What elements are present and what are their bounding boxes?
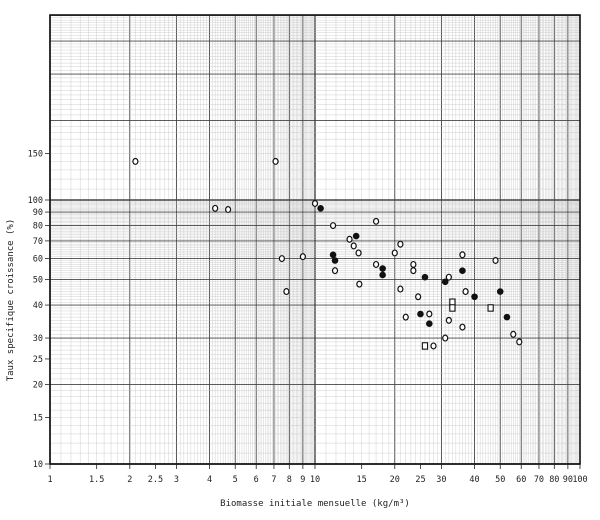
data-point-open bbox=[402, 313, 409, 321]
x-tick-label: 100 bbox=[572, 475, 587, 485]
data-point-open bbox=[445, 316, 452, 324]
data-point-open bbox=[356, 280, 363, 288]
y-tick-label: 25 bbox=[33, 355, 43, 365]
data-point-open bbox=[426, 310, 433, 318]
x-tick-label: 70 bbox=[534, 475, 544, 485]
data-point-filled bbox=[426, 320, 433, 327]
x-tick-label: 50 bbox=[495, 475, 505, 485]
data-point-filled bbox=[417, 310, 424, 318]
data-point-open bbox=[372, 260, 380, 268]
x-tick-label: 6 bbox=[254, 475, 259, 485]
x-tick-label: 2 bbox=[127, 475, 132, 485]
x-tick-label: 10 bbox=[310, 475, 320, 485]
data-point-open bbox=[459, 251, 466, 259]
data-point-open bbox=[410, 267, 417, 275]
data-point-open bbox=[372, 217, 380, 225]
data-point-open bbox=[272, 157, 279, 165]
data-point-filled bbox=[331, 257, 339, 264]
x-tick-label: 5 bbox=[233, 475, 238, 485]
data-point-open bbox=[212, 204, 219, 212]
x-tick-label: 1 bbox=[47, 475, 52, 485]
data-point-open bbox=[410, 260, 417, 268]
data-point-open bbox=[510, 330, 517, 338]
data-point-open bbox=[350, 242, 357, 250]
data-point-square bbox=[487, 304, 494, 312]
data-point-open bbox=[311, 199, 319, 207]
data-point-open bbox=[516, 338, 523, 346]
data-point-open bbox=[225, 206, 232, 214]
y-tick-label: 90 bbox=[33, 208, 43, 218]
x-tick-label: 25 bbox=[415, 475, 425, 485]
x-tick-label: 4 bbox=[207, 475, 212, 485]
y-tick-label: 150 bbox=[28, 150, 43, 160]
data-point-open bbox=[445, 273, 452, 281]
y-tick-label: 100 bbox=[28, 196, 43, 206]
data-point-filled bbox=[441, 278, 449, 286]
data-point-filled bbox=[471, 293, 478, 301]
y-axis-title: Taux specifique croissance (%) bbox=[6, 219, 16, 382]
data-point-filled bbox=[379, 265, 386, 272]
data-point-open bbox=[278, 255, 285, 263]
data-point-open bbox=[391, 249, 398, 257]
data-point-open bbox=[329, 222, 337, 230]
x-tick-label: 30 bbox=[436, 475, 446, 485]
data-point-filled bbox=[379, 271, 386, 279]
log-grid bbox=[49, 15, 581, 465]
x-tick-label: 7 bbox=[271, 475, 276, 485]
axis-ticks: 1 1.5 2 2.5 3 4 5 6 7 8 9 10 15 20 25 30 40 50 60 70 80 90 100… bbox=[28, 150, 588, 485]
x-tick-label: 1.5 bbox=[89, 475, 104, 485]
data-point-filled bbox=[317, 205, 324, 212]
data-points bbox=[132, 157, 523, 350]
x-tick-label: 80 bbox=[549, 475, 559, 485]
data-point-square bbox=[421, 342, 429, 350]
data-point-open bbox=[462, 288, 469, 296]
data-point-open bbox=[397, 285, 404, 293]
data-point-open bbox=[331, 267, 339, 275]
data-point-open bbox=[442, 334, 449, 342]
data-point-open bbox=[283, 288, 290, 296]
y-tick-label: 20 bbox=[33, 381, 43, 391]
data-point-open bbox=[430, 342, 437, 350]
data-point-filled bbox=[421, 273, 429, 281]
data-point-open bbox=[355, 249, 362, 257]
data-point-filled bbox=[329, 251, 337, 259]
x-tick-label: 2.5 bbox=[148, 475, 163, 485]
x-tick-label: 20 bbox=[390, 475, 400, 485]
y-tick-label: 60 bbox=[33, 255, 43, 265]
x-tick-label: 9 bbox=[300, 475, 305, 485]
x-tick-label: 60 bbox=[516, 475, 526, 485]
data-point-open bbox=[299, 253, 306, 261]
data-point-open bbox=[397, 240, 404, 248]
data-point-open bbox=[492, 256, 499, 264]
x-tick-label: 8 bbox=[287, 475, 292, 485]
data-point-filled bbox=[459, 267, 466, 274]
x-tick-label: 40 bbox=[469, 475, 479, 485]
y-tick-label: 50 bbox=[33, 275, 43, 285]
x-axis-title: Biomasse initiale mensuelle (kg/m³) bbox=[220, 499, 410, 509]
data-point-square bbox=[449, 304, 456, 312]
y-tick-label: 10 bbox=[33, 460, 43, 470]
y-tick-label: 15 bbox=[33, 414, 43, 424]
data-point-open bbox=[132, 157, 139, 165]
y-tick-label: 30 bbox=[33, 334, 43, 344]
y-tick-label: 80 bbox=[33, 222, 43, 232]
x-tick-label: 90 bbox=[563, 475, 573, 485]
y-tick-label: 70 bbox=[33, 237, 43, 247]
data-point-open bbox=[459, 323, 466, 331]
data-point-filled bbox=[503, 313, 511, 321]
y-tick-label: 40 bbox=[33, 301, 43, 311]
x-tick-label: 15 bbox=[357, 475, 367, 485]
x-tick-label: 3 bbox=[174, 475, 179, 485]
data-point-open bbox=[346, 235, 353, 243]
data-point-filled bbox=[496, 288, 504, 295]
data-point-filled bbox=[352, 232, 360, 240]
data-point-open bbox=[415, 293, 422, 301]
